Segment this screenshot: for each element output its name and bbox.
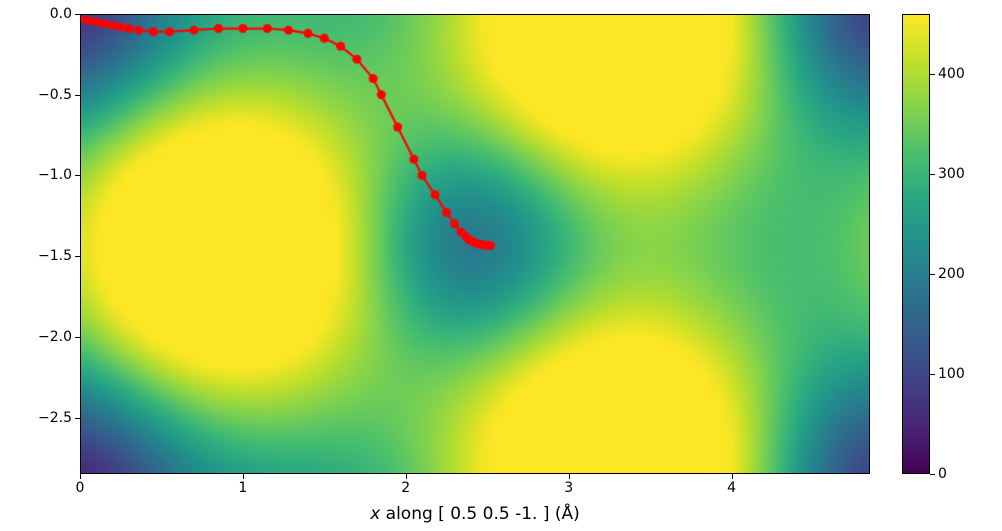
y-tick-label: −2.5 — [38, 410, 72, 426]
colorbar-tick — [930, 474, 935, 475]
y-tick-label: −0.5 — [38, 87, 72, 103]
y-tick — [75, 175, 80, 176]
y-tick-label: −2.0 — [38, 329, 72, 345]
x-tick — [243, 474, 244, 479]
x-axis-label: x along [ 0.5 0.5 -1. ] (Å) — [370, 504, 580, 524]
x-tick-label: 3 — [564, 480, 573, 496]
x-tick — [569, 474, 570, 479]
y-tick — [75, 14, 80, 15]
colorbar-tick-label: 300 — [938, 166, 965, 182]
y-tick-label: −1.0 — [38, 167, 72, 183]
x-tick — [406, 474, 407, 479]
x-tick-label: 0 — [76, 480, 85, 496]
y-tick-label: 0.0 — [50, 6, 72, 22]
colorbar-tick — [930, 374, 935, 375]
x-tick-label: 2 — [401, 480, 410, 496]
heatmap-layer — [80, 14, 870, 474]
colorbar-tick-label: 0 — [938, 466, 947, 482]
y-tick — [75, 418, 80, 419]
x-tick-label: 1 — [238, 480, 247, 496]
gamma-surface-plot: 01234 0.0−0.5−1.0−1.5−2.0−2.5 x along [ … — [80, 14, 870, 474]
x-tick — [732, 474, 733, 479]
colorbar-gradient — [902, 14, 930, 474]
x-tick — [80, 474, 81, 479]
colorbar-tick — [930, 74, 935, 75]
y-tick-label: −1.5 — [38, 248, 72, 264]
y-tick — [75, 337, 80, 338]
y-tick — [75, 256, 80, 257]
colorbar-tick-label: 200 — [938, 266, 965, 282]
colorbar-tick — [930, 274, 935, 275]
colorbar-tick — [930, 174, 935, 175]
colorbar-tick-label: 400 — [938, 66, 965, 82]
x-tick-label: 4 — [727, 480, 736, 496]
colorbar-tick-label: 100 — [938, 366, 965, 382]
y-tick — [75, 95, 80, 96]
colorbar: 0100200300400 γgsf (mJ/m2) — [902, 14, 930, 474]
